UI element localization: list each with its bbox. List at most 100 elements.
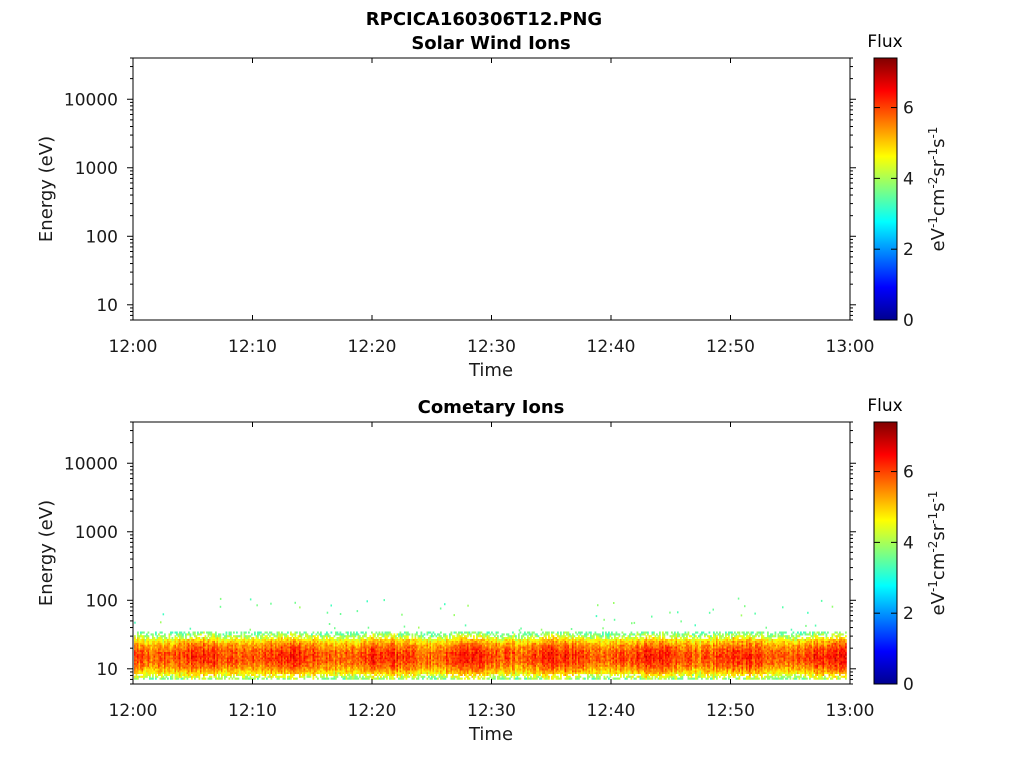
heatmap-cell [345,640,348,643]
heatmap-cell [420,635,423,638]
heatmap-cell [186,666,189,669]
heatmap-cell [155,662,157,665]
heatmap-cell [240,664,243,667]
heatmap-cell [345,637,348,640]
heatmap-cell [366,657,369,660]
heatmap-cell [212,655,214,658]
heatmap-cell [152,651,154,654]
heatmap-cell [161,659,163,662]
heatmap-cell [350,666,352,669]
heatmap-cell [348,640,351,643]
heatmap-cell [365,675,367,678]
heatmap-cell [443,653,445,656]
heatmap-cell [423,662,426,665]
heatmap-cell [200,642,202,645]
heatmap-cell [159,668,162,671]
heatmap-cell [155,675,157,678]
heatmap-cell [185,662,187,665]
heatmap-cell [363,668,366,671]
heatmap-cell [251,646,253,649]
heatmap-cell [192,659,195,662]
heatmap-cell [159,664,162,667]
heatmap-cell [338,640,340,643]
heatmap-cell [339,638,342,641]
heatmap-cell [291,657,294,660]
heatmap-cell [161,668,163,671]
heatmap-cell [356,638,358,641]
heatmap-cell [275,666,277,669]
heatmap-cell [248,662,250,665]
heatmap-cell [315,664,318,667]
heatmap-cell [198,670,201,673]
heatmap-cell [209,633,211,636]
heatmap-cell [209,655,211,658]
heatmap-cell [278,638,280,641]
heatmap-cell [210,668,213,671]
heatmap-cell [414,672,417,675]
heatmap-cell [168,633,171,636]
heatmap-cell [159,657,162,660]
heatmap-cell [411,648,414,651]
heatmap-cell [212,672,214,675]
heatmap-cell [386,662,388,665]
heatmap-cell [303,662,306,665]
heatmap-cell [294,677,297,680]
heatmap-cell [369,653,372,656]
heatmap-cell [368,661,370,664]
heatmap-cell [308,668,310,671]
heatmap-cell [219,677,222,680]
heatmap-cell [380,648,382,651]
heatmap-cell [422,662,424,665]
heatmap-cell [395,642,397,645]
heatmap-cell [284,672,286,675]
heatmap-cell [302,662,304,665]
heatmap-cell [417,648,420,651]
heatmap-cell [225,635,228,638]
heatmap-cell [147,637,150,640]
heatmap-cell [264,655,267,658]
heatmap-cell [192,653,195,656]
heatmap-cell [261,659,264,662]
heatmap-cell [377,657,379,660]
heatmap-cell [263,642,265,645]
heatmap-cell [231,644,234,647]
heatmap-cell [329,653,331,656]
heatmap-cell [369,668,372,671]
heatmap-cell [201,670,204,673]
heatmap-cell [440,653,442,656]
heatmap-cell [351,644,354,647]
heatmap-cell [180,638,183,641]
heatmap-cell [170,664,172,667]
heatmap-cell [326,677,328,680]
heatmap-cell [210,642,213,645]
heatmap-cell [149,646,151,649]
heatmap-cell [426,659,429,662]
heatmap-cell [164,633,166,636]
heatmap-cell [279,644,282,647]
heatmap-cell [239,659,241,662]
heatmap-cell [231,659,234,662]
heatmap-cell [270,659,273,662]
heatmap-cell [362,642,364,645]
heatmap-cell [318,668,321,671]
heatmap-cell [149,640,151,643]
heatmap-cell [365,664,367,667]
heatmap-cell [285,666,288,669]
heatmap-cell [404,657,406,660]
heatmap-cell [140,670,142,673]
heatmap-cell [290,633,292,636]
heatmap-cell [315,644,318,647]
heatmap-cell [390,642,393,645]
heatmap-cell [281,640,283,643]
heatmap-cell [383,662,385,665]
heatmap-cell [369,638,372,641]
heatmap-cell [320,638,322,641]
heatmap-cell [260,642,262,645]
heatmap-cell [320,640,322,643]
heatmap-cell [233,675,235,678]
heatmap-cell [216,655,219,658]
heatmap-cell [189,668,192,671]
heatmap-cell [332,659,334,662]
heatmap-cell [279,633,282,636]
heatmap-cell [264,648,267,651]
